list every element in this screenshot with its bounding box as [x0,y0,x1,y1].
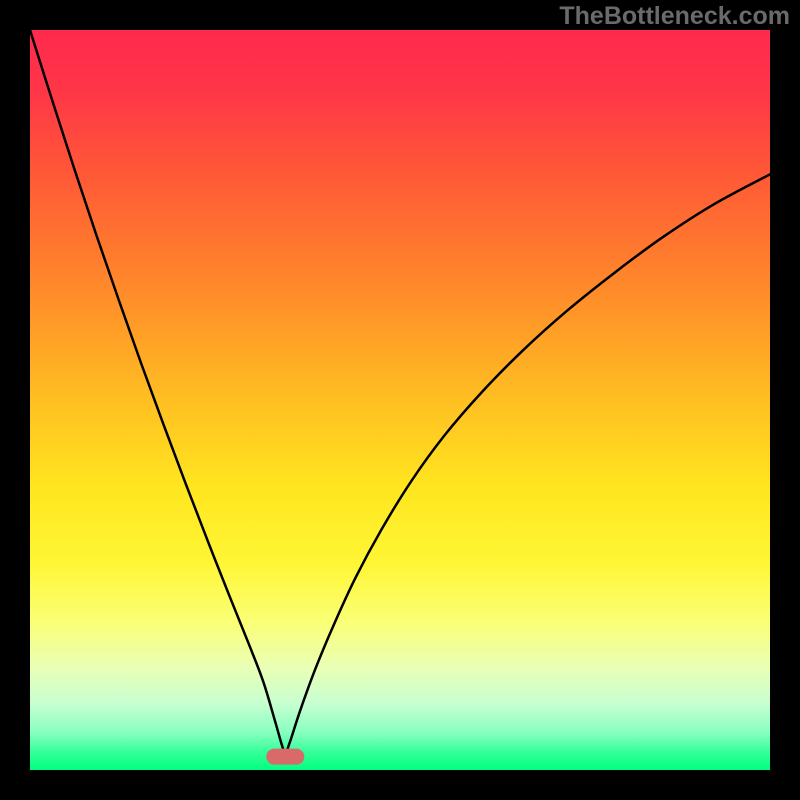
cusp-marker [266,749,304,765]
plot-svg [30,30,770,770]
watermark-text: TheBottleneck.com [559,2,790,31]
gradient-background [30,30,770,770]
plot-area [30,30,770,770]
canvas: TheBottleneck.com [0,0,800,800]
